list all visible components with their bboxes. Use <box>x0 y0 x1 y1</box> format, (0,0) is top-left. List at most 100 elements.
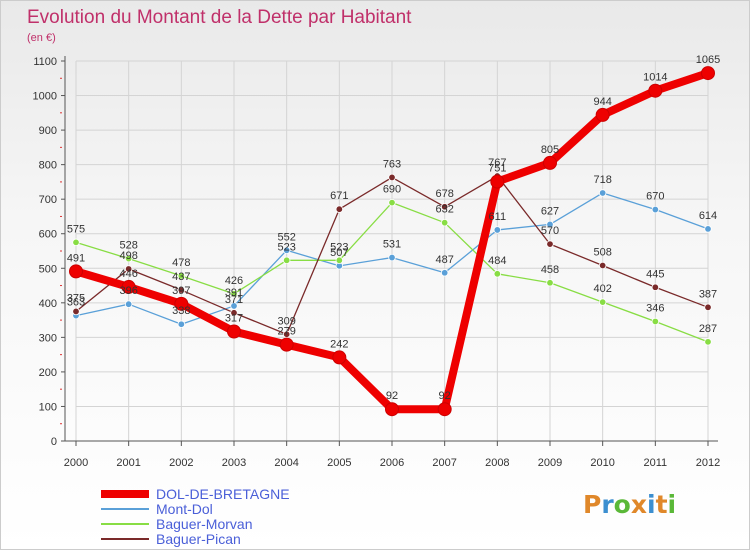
data-label: 670 <box>646 191 664 203</box>
data-label: 531 <box>383 239 401 251</box>
data-label: 751 <box>488 163 506 175</box>
data-label: 718 <box>593 174 611 186</box>
data-label: 92 <box>439 390 451 402</box>
data-label: 671 <box>330 190 348 202</box>
logo-letter: t <box>655 490 668 519</box>
data-label: 552 <box>277 231 295 243</box>
data-label: 387 <box>699 288 717 300</box>
data-label: 397 <box>172 285 190 297</box>
logo-letter: x <box>630 490 647 519</box>
logo-letter: P <box>583 490 602 519</box>
data-label: 396 <box>119 285 137 297</box>
data-point <box>230 290 238 298</box>
data-point <box>440 218 449 227</box>
data-point <box>493 226 502 234</box>
data-point <box>282 330 291 338</box>
data-point <box>490 174 505 189</box>
data-point <box>546 279 554 287</box>
data-point <box>69 264 83 279</box>
logo-letter: i <box>647 490 656 519</box>
y-tick-label: 700 <box>39 194 57 206</box>
data-label: 498 <box>119 250 137 262</box>
legend-label: DOL-DE-BRETAGNE <box>156 486 290 502</box>
grid <box>75 60 709 442</box>
data-label: 1065 <box>696 54 720 66</box>
data-label: 287 <box>699 323 717 335</box>
data-label: 371 <box>225 294 243 306</box>
data-point <box>174 296 189 311</box>
x-tick-label: 2008 <box>485 457 509 469</box>
data-point <box>72 307 80 316</box>
x-tick-label: 2003 <box>222 457 246 469</box>
data-point <box>72 238 80 247</box>
data-point <box>332 350 347 365</box>
data-label: 309 <box>277 315 295 327</box>
data-point <box>595 107 610 122</box>
y-tick-label: 1000 <box>33 91 57 103</box>
data-point <box>177 272 186 280</box>
data-point <box>704 225 712 233</box>
data-label: 944 <box>593 96 611 108</box>
data-point <box>648 83 663 98</box>
data-point <box>282 246 291 255</box>
y-tick-label: 600 <box>39 229 57 241</box>
data-label: 391 <box>225 287 243 299</box>
data-label: 678 <box>435 188 453 200</box>
y-tick-label: 300 <box>39 332 57 344</box>
y-tick-label: 900 <box>39 125 57 137</box>
y-tick-label: 500 <box>39 263 57 275</box>
data-label: 402 <box>593 283 611 295</box>
series-layer <box>69 66 715 417</box>
data-point <box>651 283 660 291</box>
legend-label: Mont-Dol <box>156 501 213 517</box>
data-label: 523 <box>277 241 295 253</box>
data-label: 491 <box>67 252 85 264</box>
data-label: 632 <box>435 204 453 216</box>
data-point <box>124 254 133 263</box>
data-label: 690 <box>383 184 401 196</box>
data-point <box>440 269 449 277</box>
chart-subtitle: (en €) <box>27 32 56 44</box>
data-label: 375 <box>67 292 85 304</box>
data-label: 92 <box>386 390 398 402</box>
data-label: 446 <box>119 268 137 280</box>
data-point <box>388 198 396 207</box>
y-tick-label: 800 <box>39 160 57 172</box>
x-tick-label: 2012 <box>696 457 720 469</box>
data-point <box>546 220 554 229</box>
data-point <box>704 338 712 346</box>
y-tick-label: 1100 <box>33 56 57 68</box>
data-point <box>124 300 133 308</box>
y-tick-label: 200 <box>39 367 57 379</box>
axes: 0 100 200 300 400 500 600 700 800 900 1000 1100 2000… <box>33 56 720 469</box>
data-point <box>651 205 660 214</box>
x-tick-label: 2002 <box>169 457 193 469</box>
data-label: 478 <box>172 257 190 269</box>
x-tick-label: 2001 <box>116 457 140 469</box>
data-point <box>704 303 712 312</box>
x-tick-label: 2000 <box>64 457 88 469</box>
data-label: 611 <box>489 211 507 223</box>
data-label: 805 <box>541 144 559 156</box>
data-label: 507 <box>330 247 348 259</box>
x-tick-label: 2006 <box>380 457 404 469</box>
y-tick-label: 400 <box>39 298 57 310</box>
data-label: 426 <box>225 275 243 287</box>
data-point <box>440 203 449 211</box>
data-point <box>546 240 554 248</box>
data-label: 445 <box>646 268 664 280</box>
data-label: 437 <box>172 271 190 283</box>
data-label: 508 <box>593 247 611 259</box>
y-tick-label: 0 <box>51 436 57 448</box>
data-label: 242 <box>330 338 348 350</box>
x-tick-label: 2011 <box>644 457 668 469</box>
legend: DOL-DE-BRETAGNEMont-DolBaguer-MorvanBagu… <box>101 486 290 547</box>
data-point <box>279 337 294 352</box>
data-label: 767 <box>488 157 506 169</box>
data-label: 575 <box>67 223 85 235</box>
data-point <box>177 320 186 328</box>
data-point <box>124 265 133 273</box>
data-point <box>493 270 502 278</box>
